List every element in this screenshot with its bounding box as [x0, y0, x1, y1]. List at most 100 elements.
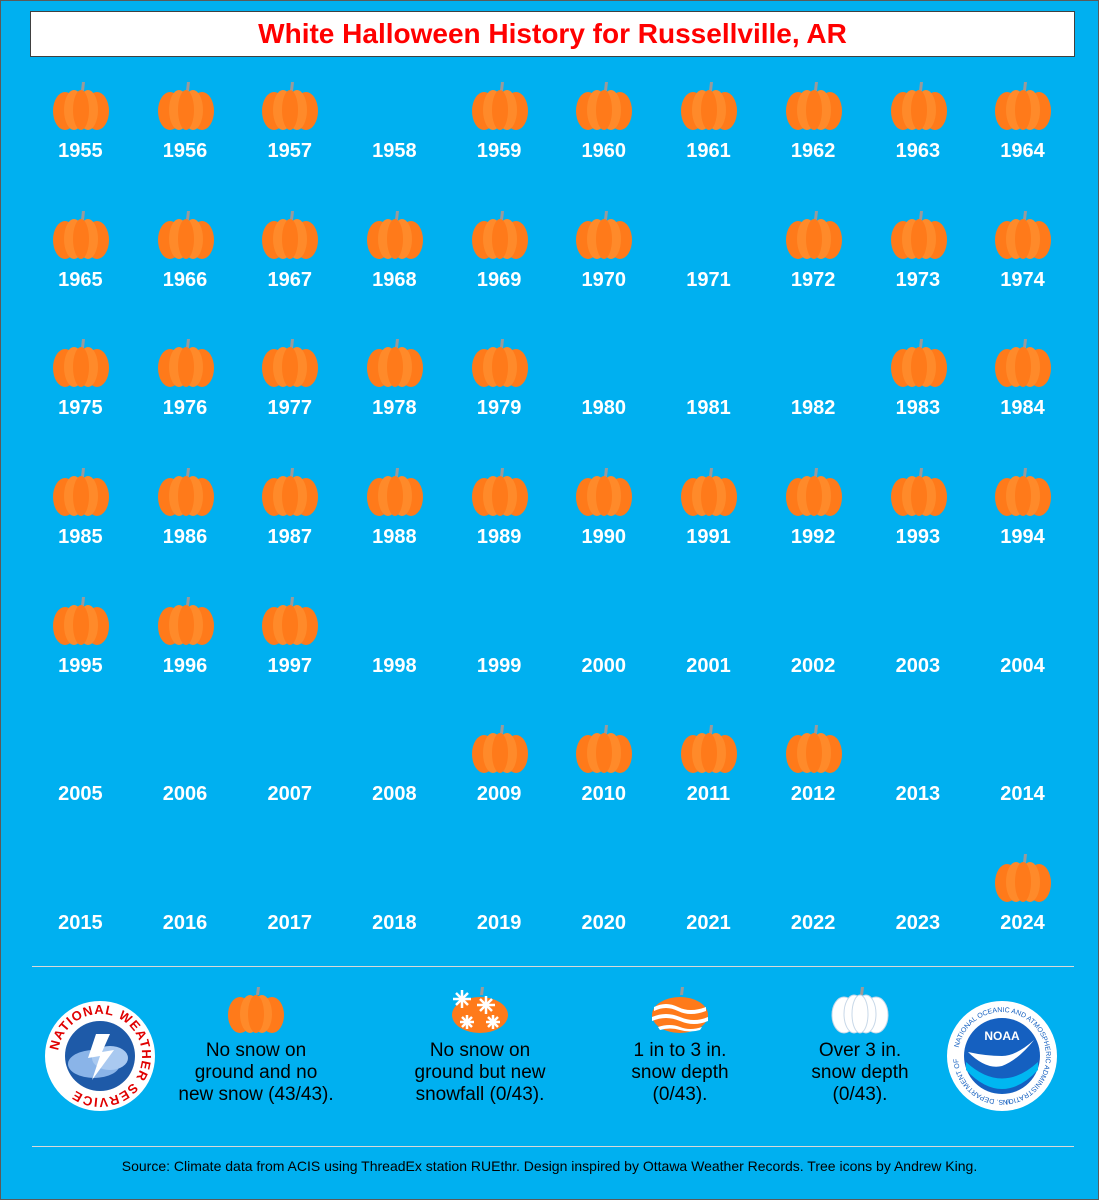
pumpkin-icon	[889, 80, 949, 132]
year-cell: 1989	[447, 464, 552, 593]
year-row: 1995 1996 1997 1998 1999 2000 2001 2002 2003 2004	[28, 593, 1075, 722]
divider-bottom	[32, 1146, 1074, 1147]
year-cell: 1972	[761, 207, 866, 336]
legend-no-snow: No snow on ground and no new snow (43/43…	[156, 985, 356, 1106]
year-label: 1959	[476, 140, 522, 162]
year-label: 1969	[476, 268, 522, 291]
year-label: 1989	[476, 526, 522, 549]
year-cell: 1983	[866, 335, 971, 464]
pumpkin-icon	[470, 209, 530, 261]
year-cell: 1994	[970, 464, 1075, 593]
legend-depth-1-3-line1: 1 in to 3 in.	[633, 1040, 727, 1061]
year-cell: 2000	[551, 593, 656, 722]
year-label: 1996	[162, 654, 208, 677]
year-label: 1980	[581, 397, 627, 420]
year-cell: 1955	[28, 78, 133, 207]
year-label: 2002	[790, 654, 836, 677]
year-label: 2003	[895, 654, 941, 677]
year-label: 1967	[267, 268, 312, 291]
year-label: 1965	[58, 268, 103, 291]
year-cell: 2024	[970, 850, 1075, 979]
pumpkin-icon	[574, 80, 634, 132]
year-cell: 2013	[866, 721, 971, 850]
year-cell: 2015	[28, 850, 133, 979]
year-label: 1994	[1000, 526, 1045, 549]
source-note: Source: Climate data from ACIS using Thr…	[121, 1158, 978, 1174]
year-label: 1960	[581, 140, 627, 162]
year-label: 2022	[790, 912, 836, 935]
legend-depth-over-3: Over 3 in. snow depth (0/43).	[760, 985, 960, 1106]
legend-new-snowfall: No snow on ground but new snowfall (0/43…	[380, 985, 580, 1106]
year-cell: 1971	[656, 207, 761, 336]
legend-depth-1-3-line3: (0/43).	[652, 1084, 708, 1105]
pumpkin-icon	[993, 80, 1053, 132]
pumpkin-icon	[156, 209, 216, 261]
year-label: 1956	[162, 140, 208, 162]
year-label: 2016	[162, 912, 208, 935]
pumpkin-icon	[470, 723, 530, 775]
pumpkin-icon	[993, 852, 1053, 904]
pumpkin-icon	[993, 209, 1053, 261]
pumpkin-icon	[51, 80, 111, 132]
legend-depth-over-3-line1: Over 3 in.	[818, 1040, 902, 1061]
year-cell: 1964	[970, 78, 1075, 207]
year-cell: 2009	[447, 721, 552, 850]
divider-top	[32, 966, 1074, 967]
year-row: 1975 1976 1977 1978 1979 1980 1981 1982 1983 1984	[28, 335, 1075, 464]
year-row: 2015 2016 2017 2018 2019 2020 2021 2022 2023 2024	[28, 850, 1075, 979]
year-cell: 2014	[970, 721, 1075, 850]
pumpkin-icon	[889, 466, 949, 518]
legend-depth-over-3-line2: snow depth	[811, 1062, 909, 1083]
year-label: 1992	[790, 526, 836, 549]
pumpkin-icon	[51, 337, 111, 389]
pumpkin-icon	[784, 466, 844, 518]
noaa-logo: NOAA NATIONAL OCEANIC AND ATMOSPHERIC AD…	[943, 995, 1058, 1117]
year-label: 1966	[162, 268, 208, 291]
legend-new-snowfall-line1: No snow on	[429, 1040, 531, 1061]
year-label: 1962	[790, 140, 836, 162]
year-cell: 2023	[866, 850, 971, 979]
year-cell: 2005	[28, 721, 133, 850]
year-label: 1987	[267, 526, 312, 549]
legend-new-snowfall-line2: ground but new	[414, 1062, 546, 1083]
year-cell: 2017	[237, 850, 342, 979]
pumpkin-icon	[679, 723, 739, 775]
year-label: 1993	[895, 526, 941, 549]
year-cell: 1981	[656, 335, 761, 464]
nws-logo: NATIONAL WEATHER SERVICE	[44, 1000, 156, 1117]
year-cell: 1970	[551, 207, 656, 336]
year-cell: 1976	[133, 335, 238, 464]
year-label: 2018	[372, 912, 417, 935]
year-cell: 2010	[551, 721, 656, 850]
snowflake-pumpkin-icon	[452, 987, 508, 1033]
year-label: 2009	[476, 783, 522, 806]
year-cell: 1996	[133, 593, 238, 722]
year-cell: 2021	[656, 850, 761, 979]
year-label: 2004	[1000, 654, 1045, 677]
pumpkin-icon	[260, 80, 320, 132]
year-label: 1999	[476, 654, 522, 677]
year-label: 1976	[162, 397, 208, 420]
legend-depth-over-3-line3: (0/43).	[832, 1084, 888, 1105]
pumpkin-icon	[260, 595, 320, 647]
year-cell: 1984	[970, 335, 1075, 464]
pumpkin-icon	[470, 466, 530, 518]
year-label: 2020	[581, 912, 627, 935]
year-label: 2014	[1000, 783, 1045, 806]
legend-no-snow-line3: new snow (43/43).	[178, 1084, 334, 1105]
year-label: 2023	[895, 912, 941, 935]
year-cell: 1993	[866, 464, 971, 593]
year-cell: 1962	[761, 78, 866, 207]
year-cell: 1974	[970, 207, 1075, 336]
legend-depth-1-3-line2: snow depth	[631, 1062, 729, 1083]
pumpkin-icon	[156, 595, 216, 647]
year-label: 1963	[895, 140, 941, 162]
pumpkin-icon	[365, 337, 425, 389]
year-label: 2019	[476, 912, 522, 935]
pumpkin-icon	[574, 209, 634, 261]
year-cell: 1965	[28, 207, 133, 336]
year-label: 2005	[58, 783, 103, 806]
year-cell: 1992	[761, 464, 866, 593]
snow-striped-pumpkin-icon	[652, 987, 708, 1033]
pumpkin-icon	[156, 466, 216, 518]
